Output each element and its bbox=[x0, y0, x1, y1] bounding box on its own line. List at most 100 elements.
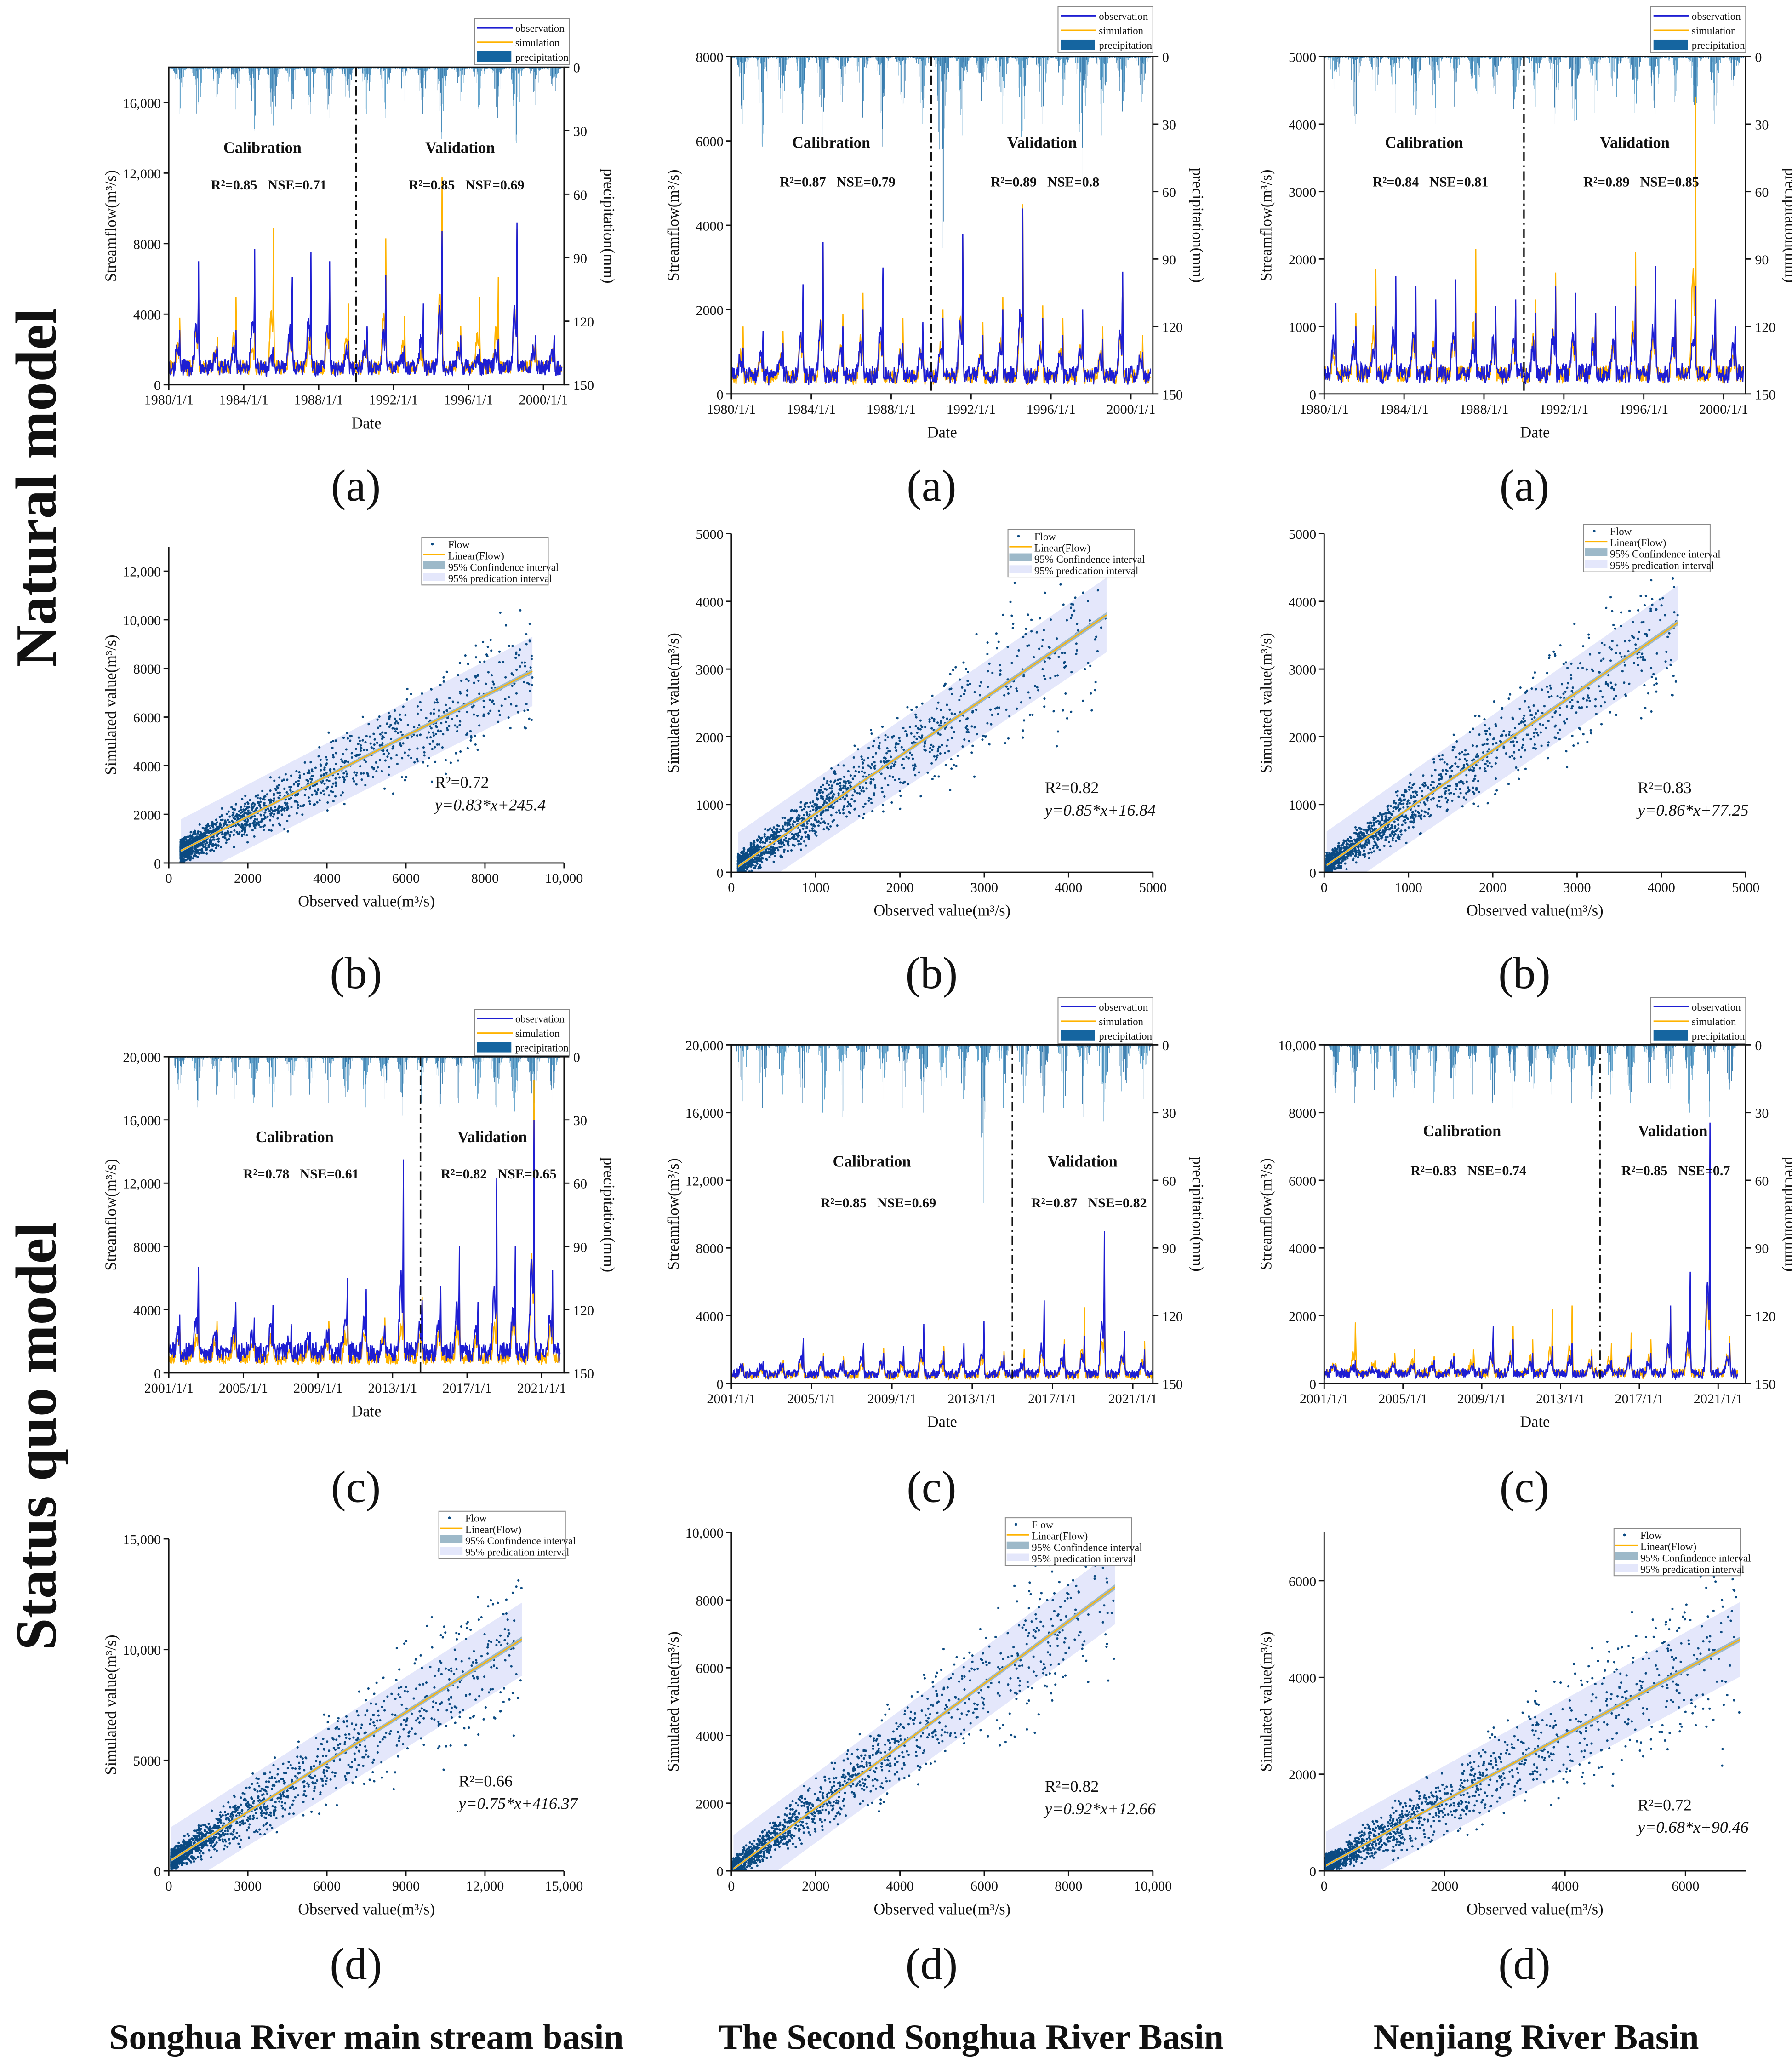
precipitation-bar bbox=[335, 67, 336, 69]
flow-point bbox=[314, 789, 316, 792]
precipitation-bar bbox=[1415, 57, 1416, 83]
precipitation-bar bbox=[1505, 57, 1506, 58]
flow-point bbox=[436, 701, 439, 704]
flow-point bbox=[313, 803, 315, 806]
precipitation-bar bbox=[958, 57, 959, 59]
flow-point bbox=[498, 661, 501, 663]
precipitation-bar bbox=[828, 57, 829, 58]
precipitation-bar bbox=[1688, 57, 1689, 59]
precipitation-bar bbox=[479, 67, 480, 105]
precipitation-bar bbox=[1376, 57, 1377, 58]
precipitation-bar bbox=[1467, 57, 1468, 58]
precipitation-bar bbox=[1051, 57, 1052, 58]
precipitation-bar bbox=[890, 57, 891, 58]
precipitation-bar bbox=[1494, 57, 1495, 66]
precipitation-bar bbox=[258, 67, 259, 80]
precipitation-bar bbox=[191, 67, 192, 69]
flow-point bbox=[425, 717, 428, 720]
flow-point bbox=[240, 808, 242, 811]
flow-point bbox=[386, 755, 389, 758]
precipitation-bar bbox=[492, 67, 493, 70]
precipitation-bar bbox=[947, 57, 948, 68]
y2-axis-label: precipitation(mm) bbox=[1189, 168, 1206, 283]
flow-point bbox=[326, 801, 329, 804]
flow-point bbox=[191, 849, 194, 852]
flow-point bbox=[405, 776, 408, 778]
precipitation-bar bbox=[1580, 57, 1581, 69]
precipitation-bar bbox=[882, 57, 883, 147]
flow-point bbox=[472, 704, 475, 707]
flow-point bbox=[445, 670, 448, 673]
precipitation-bar bbox=[304, 67, 305, 71]
flow-point bbox=[466, 694, 468, 697]
precipitation-bar bbox=[1437, 57, 1438, 66]
precipitation-bar bbox=[820, 57, 821, 70]
flow-point bbox=[458, 724, 461, 726]
flow-point bbox=[432, 734, 435, 737]
precipitation-bar bbox=[1673, 57, 1674, 65]
flow-point bbox=[471, 706, 474, 709]
x-tick-label: 1996/1/1 bbox=[444, 392, 493, 408]
flow-point bbox=[253, 815, 256, 817]
flow-point bbox=[514, 657, 517, 659]
flow-point bbox=[411, 735, 413, 738]
flow-point bbox=[479, 661, 481, 663]
flow-point bbox=[249, 799, 251, 801]
flow-point bbox=[379, 733, 382, 736]
flow-point bbox=[429, 712, 432, 715]
precipitation-bar bbox=[1006, 57, 1007, 75]
flow-point bbox=[372, 747, 375, 750]
precipitation-bar bbox=[1575, 57, 1576, 100]
flow-point bbox=[215, 818, 217, 821]
precipitation-bar bbox=[841, 57, 842, 77]
flow-point bbox=[286, 808, 289, 811]
flow-point bbox=[347, 760, 350, 763]
precipitation-bar bbox=[989, 57, 990, 58]
flow-point bbox=[239, 812, 242, 814]
precipitation-bar bbox=[755, 57, 756, 58]
precipitation-bar bbox=[1636, 57, 1637, 105]
precipitation-bar bbox=[343, 67, 344, 69]
precipitation-bar bbox=[1520, 57, 1521, 66]
flow-point bbox=[360, 747, 363, 749]
regression-equation: y=0.83*x+245.4 bbox=[434, 795, 546, 814]
legend-label-simulation: simulation bbox=[1692, 25, 1736, 37]
flow-point bbox=[244, 802, 246, 805]
flow-point bbox=[387, 752, 390, 755]
precipitation-bar bbox=[425, 67, 426, 89]
precipitation-bar bbox=[779, 57, 780, 67]
legend-label: 95% Confindence interval bbox=[448, 561, 559, 573]
precipitation-bar bbox=[497, 67, 498, 118]
precipitation-bar bbox=[419, 67, 420, 70]
r2-stat: R²=0.84 bbox=[1373, 174, 1419, 190]
flow-point bbox=[354, 747, 357, 750]
flow-point bbox=[307, 780, 309, 783]
precipitation-bar bbox=[734, 57, 735, 58]
precipitation-bar bbox=[387, 67, 388, 84]
flow-point bbox=[455, 752, 457, 755]
precipitation-bar bbox=[1640, 57, 1641, 62]
flow-point bbox=[399, 719, 402, 721]
flow-point bbox=[347, 737, 349, 740]
precipitation-bar bbox=[1692, 57, 1693, 63]
flow-point bbox=[1043, 697, 1046, 700]
precipitation-bar bbox=[861, 57, 862, 58]
flow-point bbox=[456, 715, 458, 717]
panel-label: (b) bbox=[330, 949, 382, 998]
flow-point bbox=[490, 686, 493, 689]
precipitation-bar bbox=[1435, 57, 1436, 108]
flow-point bbox=[423, 754, 426, 757]
flow-point bbox=[280, 809, 283, 812]
precipitation-bar bbox=[1355, 57, 1356, 60]
flow-point bbox=[434, 725, 437, 727]
precipitation-bar bbox=[474, 67, 475, 77]
precipitation-bar bbox=[241, 67, 242, 69]
precipitation-bar bbox=[1004, 57, 1005, 88]
precipitation-bar bbox=[263, 67, 264, 69]
precipitation-bar bbox=[473, 67, 474, 72]
precipitation-bar bbox=[1017, 57, 1018, 58]
flow-point bbox=[272, 810, 274, 812]
precipitation-bar bbox=[366, 67, 367, 114]
flow-point bbox=[199, 848, 201, 851]
flow-point bbox=[361, 739, 364, 742]
